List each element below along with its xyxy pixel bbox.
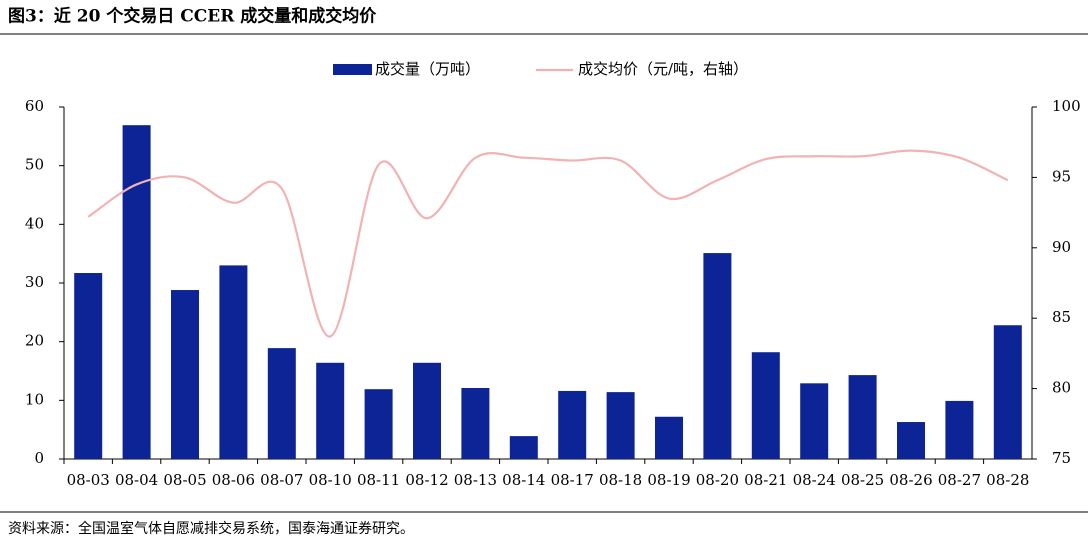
x-tick-label: 08-12 — [405, 471, 448, 489]
x-tick-label: 08-05 — [163, 471, 206, 489]
y2-tick-label: 80 — [1052, 379, 1071, 397]
bar — [655, 416, 683, 459]
bar — [509, 436, 538, 459]
x-tick-label: 08-11 — [357, 471, 400, 489]
x-tick-label: 08-14 — [502, 471, 545, 489]
x-tick-label: 08-18 — [599, 471, 642, 489]
x-tick-label: 08-10 — [309, 471, 352, 489]
y-tick-label: 20 — [25, 332, 44, 350]
x-tick-label: 08-03 — [67, 471, 110, 489]
x-tick-label: 08-04 — [115, 471, 158, 489]
x-tick-label: 08-17 — [551, 471, 594, 489]
bar — [993, 325, 1022, 459]
y-tick-label: 40 — [25, 214, 44, 232]
x-tick-label: 08-28 — [986, 471, 1029, 489]
bar — [413, 362, 441, 459]
x-tick-label: 08-25 — [841, 471, 884, 489]
legend-label: 成交均价（元/吨，右轴） — [578, 60, 748, 78]
y-tick-label: 0 — [34, 449, 44, 467]
bar — [800, 383, 829, 459]
y-tick-label: 10 — [25, 390, 44, 408]
bar — [897, 422, 925, 459]
bar — [461, 388, 490, 459]
y-tick-label: 60 — [25, 97, 44, 115]
bar — [316, 362, 345, 459]
y2-tick-label: 90 — [1052, 238, 1071, 256]
bar — [122, 125, 151, 459]
x-tick-label: 08-27 — [938, 471, 981, 489]
source: 资料来源：全国温室气体自愿减排交易系统，国泰海通证券研究。 — [8, 520, 414, 537]
bar — [848, 375, 877, 459]
x-tick-label: 08-13 — [454, 471, 497, 489]
bar — [558, 390, 587, 459]
legend-label: 成交量（万吨） — [375, 60, 480, 78]
bar — [945, 400, 974, 459]
legend-swatch — [333, 64, 372, 75]
y2-tick-label: 85 — [1052, 308, 1071, 326]
line — [87, 149, 1009, 338]
y-tick-label: 30 — [25, 273, 44, 291]
bar — [606, 392, 635, 459]
bar — [703, 253, 732, 459]
bar — [171, 290, 199, 459]
x-tick-label: 08-06 — [212, 471, 255, 489]
bar — [219, 265, 248, 459]
y2-tick-label: 75 — [1052, 449, 1071, 467]
x-tick-label: 08-24 — [793, 471, 836, 489]
chart-title: 图3：近 20 个交易日 CCER 成交量和成交均价 — [8, 6, 377, 27]
x-tick-label: 08-20 — [696, 471, 739, 489]
bar — [74, 273, 103, 459]
bar — [751, 352, 780, 459]
y-tick-label: 50 — [25, 156, 44, 174]
bar — [267, 348, 296, 459]
y2-tick-label: 95 — [1052, 167, 1071, 185]
x-tick-label: 08-21 — [744, 471, 787, 489]
bar — [364, 389, 393, 459]
x-tick-label: 08-07 — [260, 471, 303, 489]
x-tick-label: 08-19 — [647, 471, 690, 489]
y2-tick-label: 100 — [1052, 97, 1081, 115]
x-tick-label: 08-26 — [889, 471, 932, 489]
